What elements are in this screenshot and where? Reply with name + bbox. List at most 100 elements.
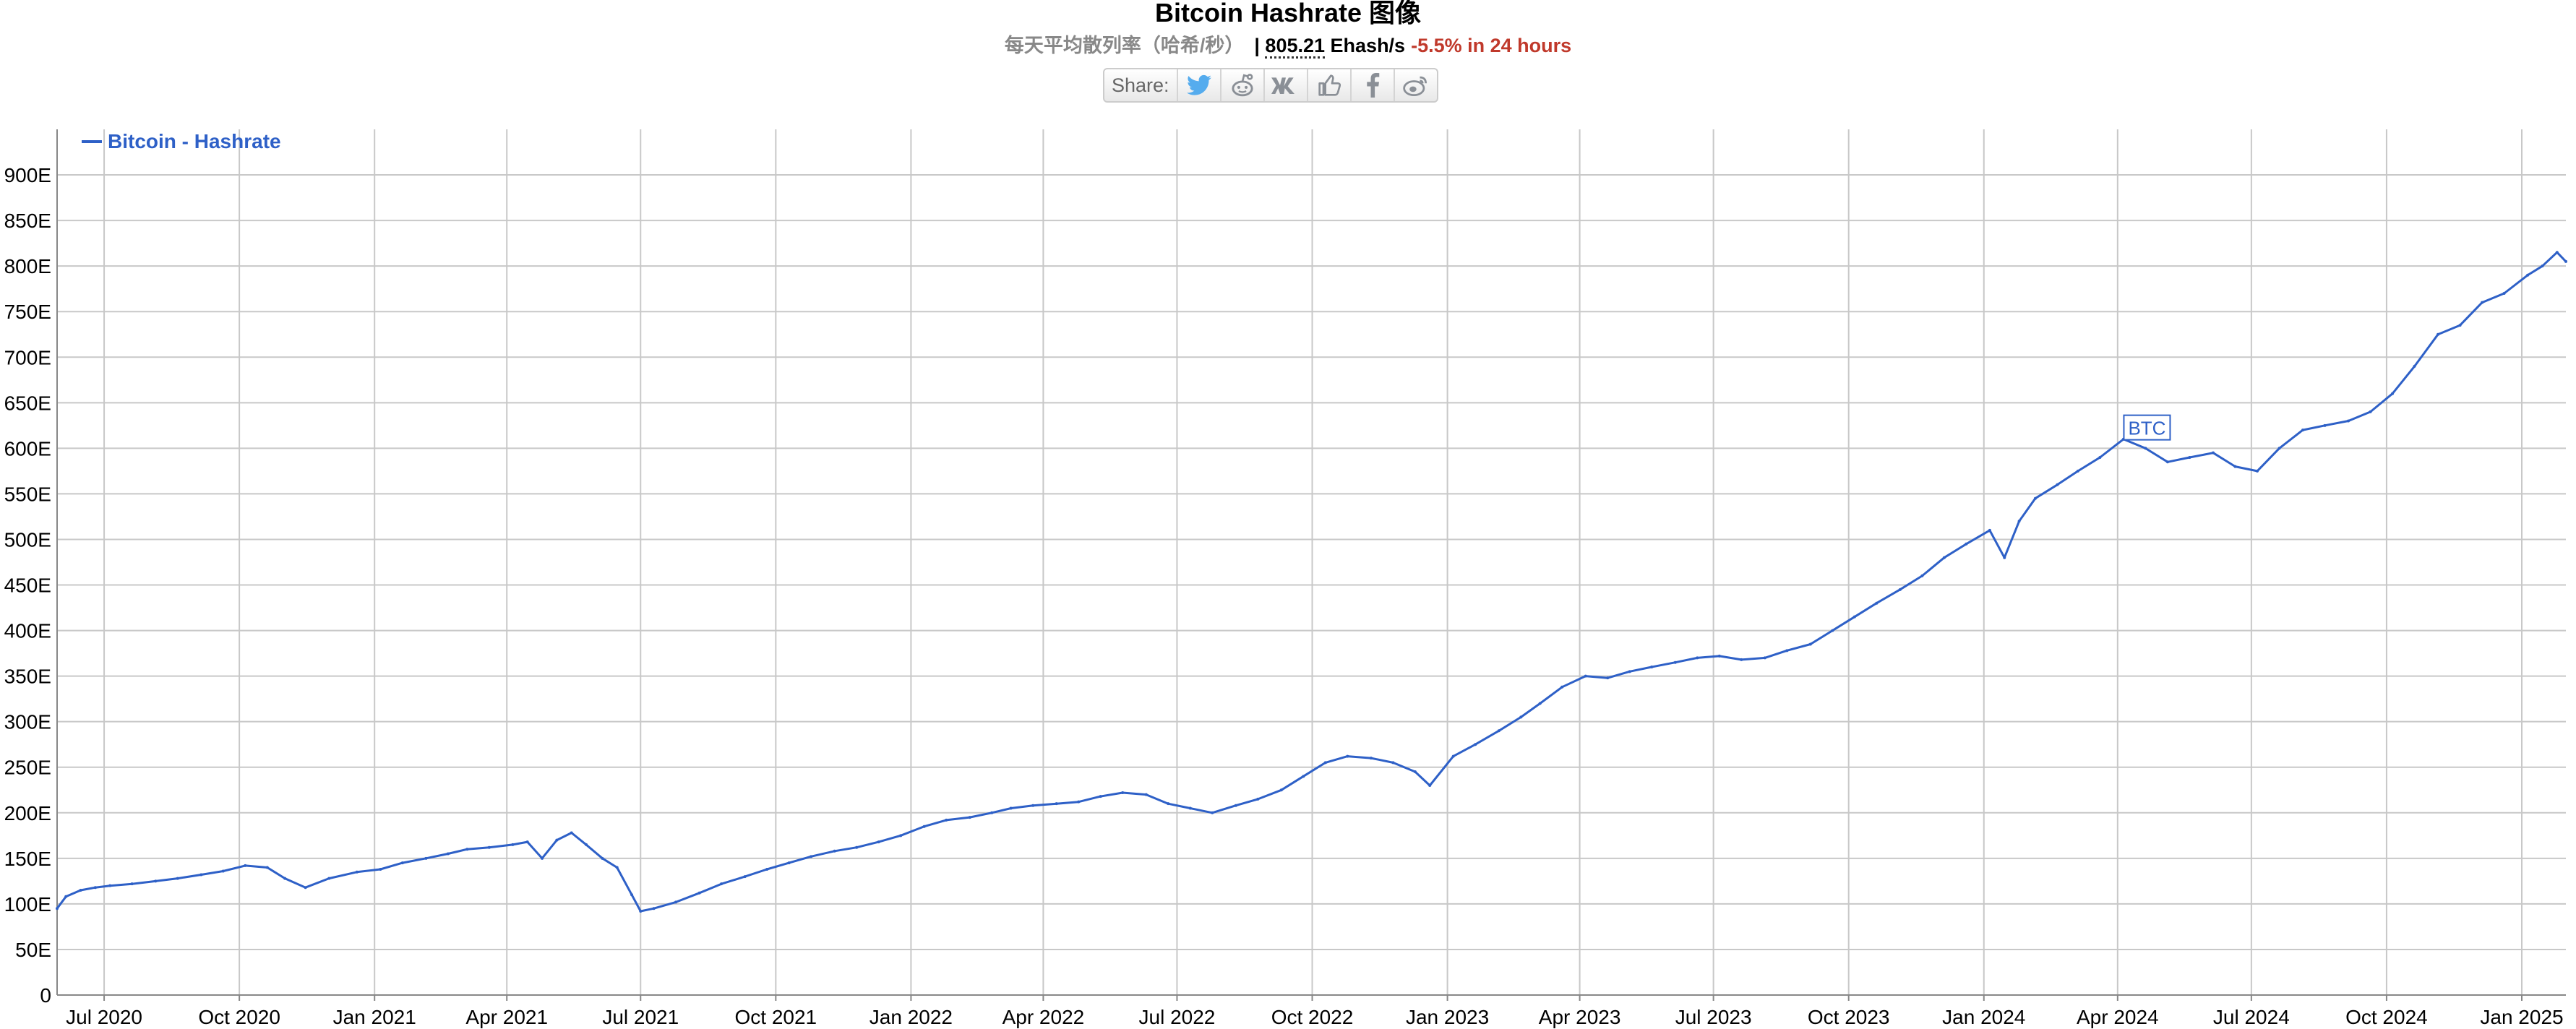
data-point [108,884,112,887]
annotation-label: BTC [2128,418,2165,439]
plot-area [57,129,2566,995]
x-tick-label: Jul 2023 [1675,1006,1752,1028]
data-point [1831,629,1834,632]
x-tick-label: Oct 2020 [198,1006,280,1028]
data-point [541,856,544,860]
data-point [1717,654,1721,658]
subtitle-separator: | [1254,35,1260,56]
data-point [2481,301,2484,304]
y-tick-label: 600E [4,437,51,460]
data-point [221,869,225,873]
data-point [1875,601,1879,605]
data-point [765,867,769,871]
data-point [833,849,836,853]
data-point [1009,806,1013,810]
data-point [525,840,529,844]
data-point [1211,811,1214,814]
data-point [720,882,724,886]
legend-entry[interactable]: Bitcoin - Hashrate [108,130,281,152]
data-point [154,879,158,883]
y-tick-label: 50E [15,939,51,961]
data-point [1965,542,1968,546]
data-point [64,895,68,898]
x-tick-label: Jul 2021 [602,1006,679,1028]
data-point [555,838,559,842]
data-point [674,900,678,904]
data-point [1920,574,1924,577]
data-point [652,907,656,910]
data-point [1560,685,1564,689]
y-tick-label: 400E [4,620,51,642]
y-tick-label: 100E [4,893,51,916]
data-point [615,866,619,869]
y-tick-label: 700E [4,346,51,369]
weibo-icon[interactable] [1395,69,1437,101]
x-tick-label: Apr 2024 [2077,1006,2159,1028]
data-point [1852,615,1856,619]
x-tick-label: Jul 2024 [2213,1006,2290,1028]
data-point [93,886,97,890]
data-point [1323,761,1327,765]
data-point [1740,658,1743,661]
data-point [1584,674,1587,678]
data-point [945,818,948,822]
data-point [1763,656,1766,660]
data-point [304,886,307,890]
data-point [1606,676,1610,680]
data-point [176,877,179,880]
data-point [2076,469,2079,473]
data-point [265,866,269,869]
facebook-icon[interactable] [1352,69,1395,101]
data-point [2555,251,2559,254]
data-point [446,852,450,856]
data-point [327,877,331,880]
x-tick-label: Oct 2022 [1271,1006,1354,1028]
page-title: Bitcoin Hashrate 图像 [1154,0,1422,27]
data-point [922,825,926,828]
vk-icon[interactable] [1265,69,1308,101]
data-point [2003,556,2006,559]
data-point [355,870,359,874]
data-point [1538,702,1542,705]
x-tick-label: Oct 2024 [2345,1006,2428,1028]
data-point [1234,804,1237,807]
data-point [2323,423,2327,427]
data-point [283,877,287,880]
data-point [244,864,247,867]
data-point [787,861,791,865]
data-point [1279,788,1283,792]
data-point [968,816,971,819]
y-tick-label: 750E [4,301,51,323]
like-icon[interactable] [1308,69,1352,101]
y-tick-label: 150E [4,848,51,870]
data-point [1785,649,1789,653]
data-point [855,845,859,849]
x-tick-label: Jul 2022 [1139,1006,1216,1028]
data-point [2033,496,2037,500]
twitter-icon[interactable] [1178,69,1222,101]
data-point [697,891,701,895]
data-point [1942,556,1946,559]
data-point [1650,666,1654,669]
data-point [1055,802,1058,806]
data-point [2165,460,2169,464]
data-point [1167,802,1170,806]
data-point [2233,465,2237,468]
y-tick-label: 900E [4,164,51,186]
data-point [810,855,813,858]
data-point [1428,783,1432,787]
data-point [424,856,428,860]
x-tick-label: Apr 2022 [1003,1006,1085,1028]
annotation-flag[interactable] [2123,414,2171,441]
data-point [130,882,134,886]
data-point [570,831,573,835]
reddit-icon[interactable] [1222,69,1265,101]
data-point [2098,455,2102,459]
current-hashrate-value[interactable]: 805.21 [1265,35,1326,59]
data-point [1808,642,1812,646]
subtitle-description: 每天平均散列率（哈希/秒） [1004,35,1245,56]
change-24h-badge: -5.5% in 24 hours [1411,35,1572,56]
data-point [1413,770,1417,774]
y-tick-label: 300E [4,711,51,733]
